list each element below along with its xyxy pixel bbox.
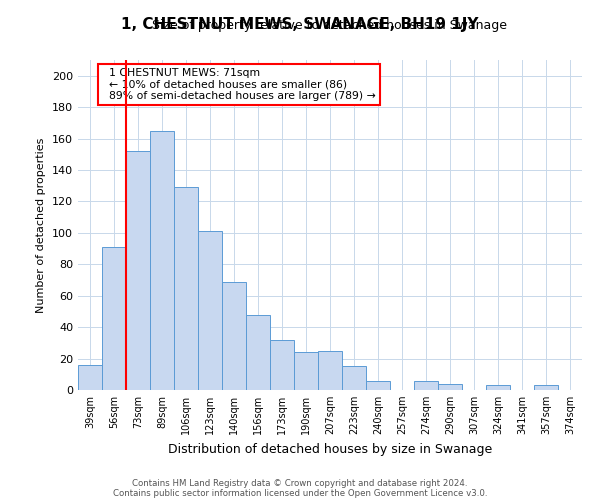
Title: Size of property relative to detached houses in Swanage: Size of property relative to detached ho…	[152, 20, 508, 32]
Bar	[246, 314, 270, 390]
Bar	[342, 366, 366, 390]
Bar	[414, 380, 438, 390]
Text: Contains HM Land Registry data © Crown copyright and database right 2024.: Contains HM Land Registry data © Crown c…	[132, 478, 468, 488]
Text: Contains public sector information licensed under the Open Government Licence v3: Contains public sector information licen…	[113, 488, 487, 498]
Text: 1 CHESTNUT MEWS: 71sqm
  ← 10% of detached houses are smaller (86)
  89% of semi: 1 CHESTNUT MEWS: 71sqm ← 10% of detached…	[102, 68, 376, 101]
Bar	[222, 282, 246, 390]
Bar	[366, 380, 390, 390]
X-axis label: Distribution of detached houses by size in Swanage: Distribution of detached houses by size …	[168, 442, 492, 456]
Y-axis label: Number of detached properties: Number of detached properties	[37, 138, 46, 312]
Text: 1, CHESTNUT MEWS, SWANAGE, BH19 1JY: 1, CHESTNUT MEWS, SWANAGE, BH19 1JY	[121, 18, 479, 32]
Bar	[78, 365, 102, 390]
Bar	[174, 188, 198, 390]
Bar	[438, 384, 462, 390]
Bar	[294, 352, 318, 390]
Bar	[318, 350, 342, 390]
Bar	[150, 130, 174, 390]
Bar	[486, 386, 510, 390]
Bar	[126, 151, 150, 390]
Bar	[270, 340, 294, 390]
Bar	[198, 232, 222, 390]
Bar	[534, 386, 558, 390]
Bar	[102, 247, 126, 390]
